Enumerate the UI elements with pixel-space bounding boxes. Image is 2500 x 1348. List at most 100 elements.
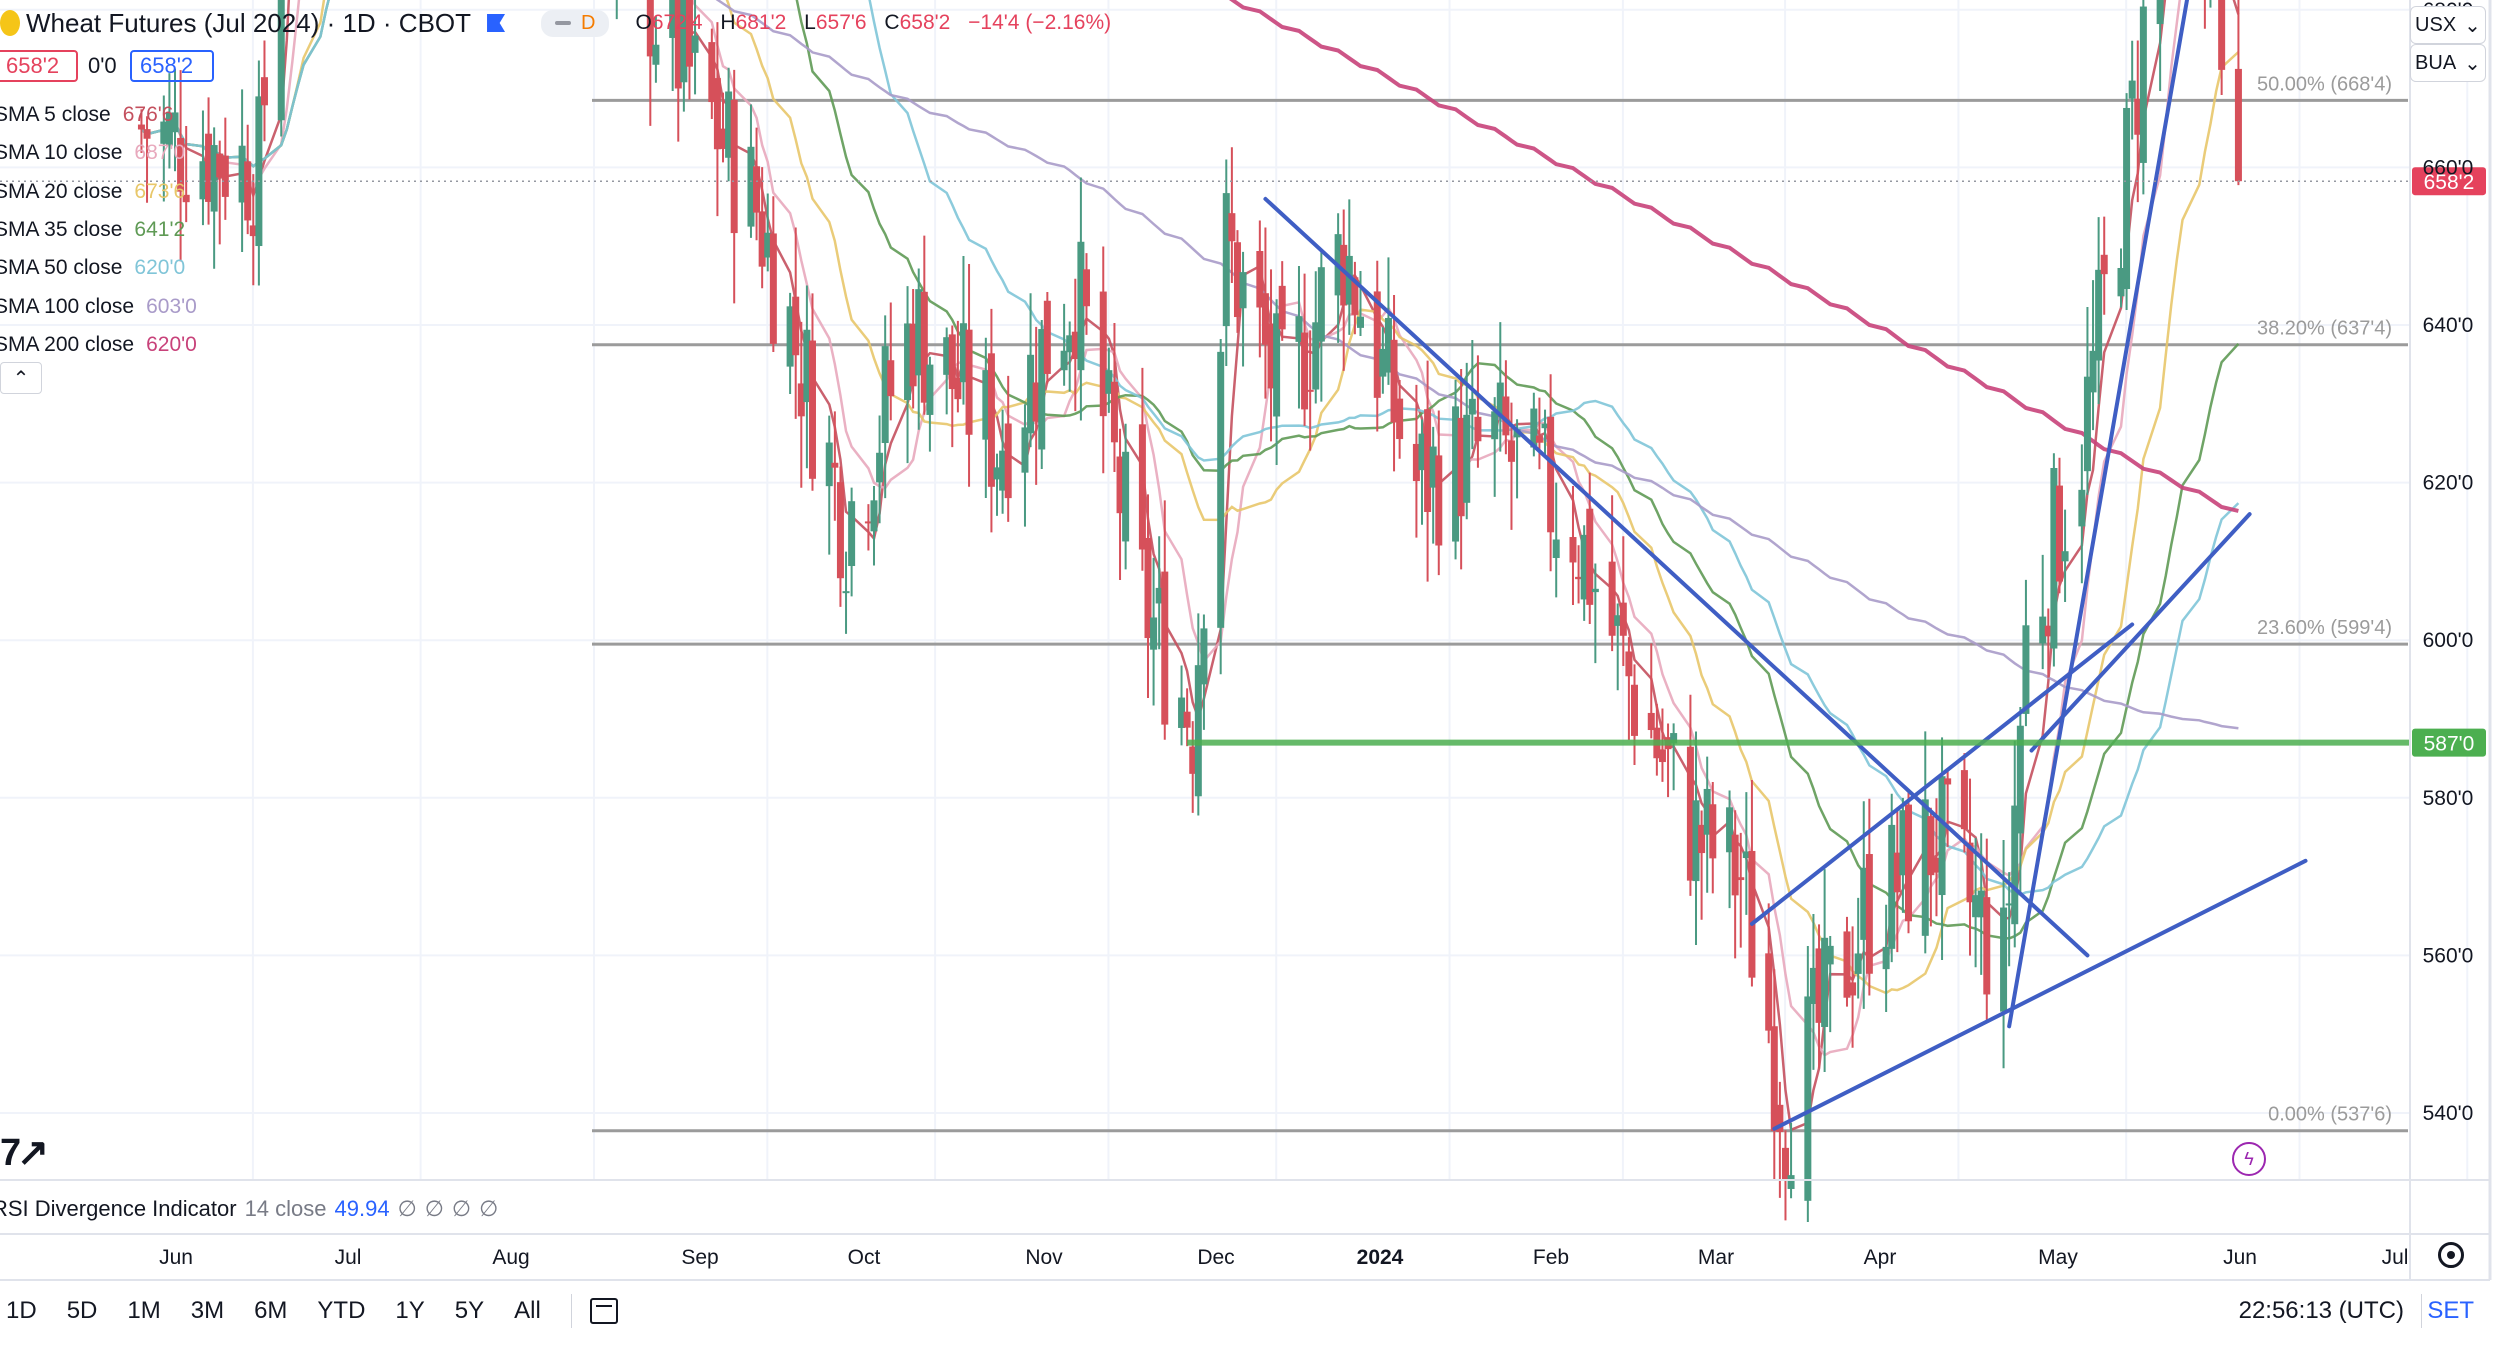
market-status-pill[interactable]: D: [541, 9, 610, 37]
candle-body: [1273, 313, 1281, 417]
candle-body: [1155, 587, 1163, 604]
tradingview-logo[interactable]: 7↗: [0, 1132, 49, 1174]
x-tick-label: Oct: [848, 1246, 881, 1269]
x-tick-label: Dec: [1197, 1246, 1234, 1269]
candle-body: [713, 78, 721, 150]
range-1d[interactable]: 1D: [6, 1297, 37, 1324]
candle-body: [909, 323, 917, 387]
candle-body: [1619, 602, 1627, 636]
candle-body: [2044, 625, 2052, 637]
candle-body: [1099, 291, 1107, 417]
candle-body: [1217, 351, 1225, 628]
legend-name: SMA 50 close: [0, 256, 123, 280]
collapse-legend-button[interactable]: ⌃: [0, 362, 42, 394]
legend-row[interactable]: SMA 50 close 620'0: [0, 249, 197, 287]
buy-button[interactable]: 658'2: [130, 50, 214, 82]
flag-icon[interactable]: [487, 14, 506, 32]
candle-body: [1110, 381, 1118, 443]
range-1y[interactable]: 1Y: [395, 1297, 425, 1324]
x-tick-label: Sep: [681, 1246, 718, 1269]
legend-row[interactable]: SMA 5 close 676'6: [0, 96, 197, 134]
gear-icon[interactable]: [2438, 1242, 2464, 1268]
candle-body: [1418, 433, 1426, 471]
candle-body: [2000, 907, 2008, 1012]
candle-body: [730, 99, 738, 234]
candle-body: [1200, 628, 1208, 685]
calendar-icon[interactable]: [589, 1298, 618, 1324]
candle-body: [2134, 98, 2142, 135]
range-1m[interactable]: 1M: [127, 1297, 161, 1324]
candle-body: [1038, 329, 1046, 450]
candle-body: [2055, 485, 2063, 582]
candle-body: [238, 145, 246, 203]
candle-body: [943, 337, 951, 375]
chevron-down-icon: ⌄: [2464, 14, 2481, 37]
symbol-title[interactable]: Wheat Futures (Jul 2024) · 1D · CBOT: [26, 7, 472, 38]
candle-body: [260, 77, 268, 106]
candle-body: [685, 0, 693, 67]
candle-body: [1278, 285, 1286, 330]
candle-body: [1138, 424, 1146, 550]
x-tick-label: Feb: [1533, 1246, 1569, 1269]
currency-select[interactable]: USX ⌄: [2410, 6, 2486, 44]
candle-body: [753, 166, 761, 213]
candle-body: [870, 500, 878, 532]
candle-body: [982, 370, 990, 440]
sell-button[interactable]: 658'2: [0, 50, 78, 82]
range-5y[interactable]: 5Y: [454, 1297, 485, 1324]
range-3m[interactable]: 3M: [190, 1297, 225, 1324]
x-tick-label: Jun: [159, 1246, 193, 1269]
candle-body: [2117, 267, 2125, 297]
range-5d[interactable]: 5D: [66, 1297, 98, 1324]
candle-body: [1228, 213, 1236, 242]
lightning-icon[interactable]: ϟ: [2232, 1142, 2266, 1176]
candle-body: [1737, 877, 1745, 881]
settings-link[interactable]: SET: [2427, 1297, 2474, 1324]
range-all[interactable]: All: [514, 1297, 541, 1324]
candle-body: [1552, 539, 1560, 559]
clock-readout[interactable]: 22:56:13 (UTC): [2238, 1297, 2404, 1324]
legend-row[interactable]: SMA 10 close 687'0: [0, 134, 197, 172]
ohlc-readout: O672'4 H681'2 L657'6 C658'2 −14'4 (−2.16…: [635, 11, 1112, 34]
candle-body: [747, 146, 755, 227]
range-ytd[interactable]: YTD: [317, 1297, 366, 1324]
legend-row[interactable]: SMA 20 close 673'6: [0, 173, 197, 211]
candle-body: [680, 0, 688, 83]
candle-body: [2123, 107, 2131, 290]
chevron-up-icon: ⌃: [12, 367, 30, 390]
legend-name: SMA 10 close: [0, 141, 123, 165]
candle-body: [948, 334, 956, 390]
candle-body: [199, 161, 207, 200]
legend-row[interactable]: SMA 200 close 620'0: [0, 326, 197, 364]
high-value: 681'2: [735, 11, 787, 34]
candle-body: [1776, 1104, 1784, 1133]
x-tick-label: Jul: [2382, 1246, 2409, 1269]
candle-body: [1781, 1147, 1789, 1180]
last-price-badge[interactable]: [2412, 167, 2486, 196]
candle-body: [1670, 733, 1678, 744]
level-price-badge[interactable]: [2412, 728, 2486, 757]
candle-body: [1630, 684, 1638, 736]
rsi-indicator-label[interactable]: RSI Divergence Indicator 14 close 49.94 …: [0, 1196, 499, 1221]
fib-level-label: 50.00% (668'4): [2257, 73, 2392, 95]
change-value: −14'4 (−2.16%): [968, 11, 1112, 34]
candle-body: [1860, 867, 1868, 940]
candle-body: [999, 450, 1007, 491]
candle-body: [1032, 382, 1040, 422]
candle-body: [1821, 937, 1829, 1027]
range-6m[interactable]: 6M: [254, 1297, 288, 1324]
candle-body: [1373, 291, 1381, 398]
candle-body: [786, 306, 794, 367]
y-tick-label: 600'0: [2423, 629, 2474, 652]
candle-body: [1731, 834, 1739, 896]
unit-select[interactable]: BUA ⌄: [2410, 44, 2486, 82]
legend-row[interactable]: SMA 35 close 641'2: [0, 211, 197, 249]
legend-row[interactable]: SMA 100 close 603'0: [0, 287, 197, 325]
candle-body: [1686, 746, 1694, 881]
candle-body: [165, 112, 173, 146]
candle-body: [2139, 6, 2147, 163]
candle-body: [1194, 665, 1202, 797]
candle-body: [1412, 443, 1420, 482]
candle-body: [646, 0, 654, 57]
